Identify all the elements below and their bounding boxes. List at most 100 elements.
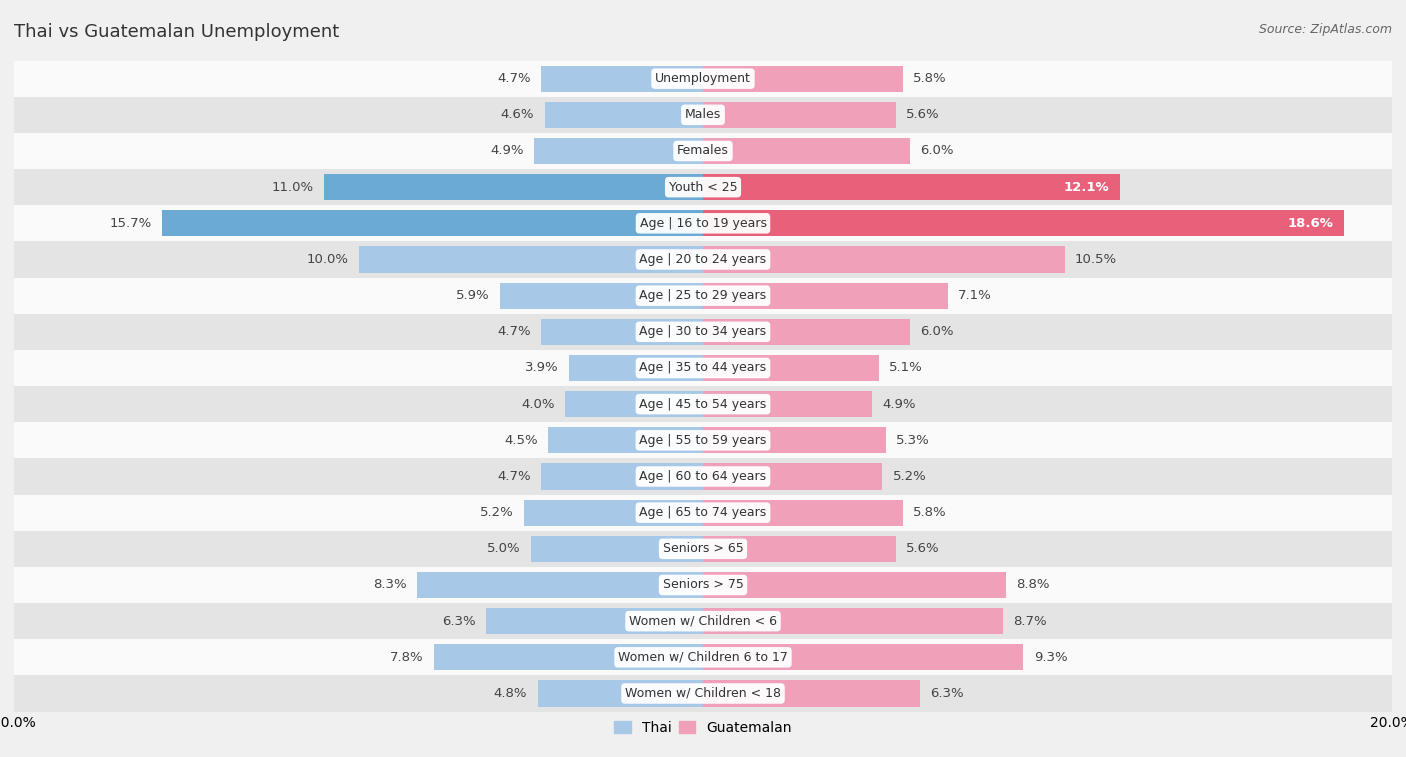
Bar bbox=[703, 500, 903, 525]
Bar bbox=[418, 572, 703, 598]
Bar bbox=[703, 427, 886, 453]
Bar bbox=[703, 247, 1064, 273]
Text: 4.9%: 4.9% bbox=[491, 145, 524, 157]
Bar bbox=[14, 313, 1392, 350]
Bar bbox=[14, 494, 1392, 531]
Bar bbox=[703, 66, 903, 92]
Text: Women w/ Children < 6: Women w/ Children < 6 bbox=[628, 615, 778, 628]
Bar bbox=[544, 101, 703, 128]
Text: Unemployment: Unemployment bbox=[655, 72, 751, 85]
Text: Age | 45 to 54 years: Age | 45 to 54 years bbox=[640, 397, 766, 410]
Text: 8.3%: 8.3% bbox=[373, 578, 406, 591]
Text: 7.8%: 7.8% bbox=[391, 651, 425, 664]
Bar bbox=[14, 459, 1392, 494]
Text: 6.0%: 6.0% bbox=[920, 326, 953, 338]
Text: 5.6%: 5.6% bbox=[907, 108, 939, 121]
Bar bbox=[14, 531, 1392, 567]
Bar bbox=[359, 247, 703, 273]
Bar bbox=[524, 500, 703, 525]
Bar bbox=[541, 463, 703, 490]
Bar bbox=[14, 205, 1392, 241]
Bar bbox=[703, 210, 1344, 236]
Text: 12.1%: 12.1% bbox=[1064, 181, 1109, 194]
Bar bbox=[323, 174, 703, 200]
Bar bbox=[14, 675, 1392, 712]
Text: Seniors > 75: Seniors > 75 bbox=[662, 578, 744, 591]
Text: 10.0%: 10.0% bbox=[307, 253, 349, 266]
Bar bbox=[486, 608, 703, 634]
Bar bbox=[14, 639, 1392, 675]
Text: Age | 16 to 19 years: Age | 16 to 19 years bbox=[640, 217, 766, 230]
Bar bbox=[568, 355, 703, 381]
Text: Seniors > 65: Seniors > 65 bbox=[662, 542, 744, 556]
Bar bbox=[14, 603, 1392, 639]
Bar bbox=[14, 567, 1392, 603]
Text: Age | 65 to 74 years: Age | 65 to 74 years bbox=[640, 506, 766, 519]
Text: Females: Females bbox=[678, 145, 728, 157]
Text: 4.9%: 4.9% bbox=[882, 397, 915, 410]
Bar bbox=[541, 319, 703, 345]
Text: 8.7%: 8.7% bbox=[1012, 615, 1046, 628]
Text: Males: Males bbox=[685, 108, 721, 121]
Text: 18.6%: 18.6% bbox=[1288, 217, 1333, 230]
Bar bbox=[14, 97, 1392, 133]
Bar bbox=[434, 644, 703, 671]
Bar bbox=[531, 536, 703, 562]
Text: 15.7%: 15.7% bbox=[110, 217, 152, 230]
Bar bbox=[703, 282, 948, 309]
Bar bbox=[703, 355, 879, 381]
Text: 5.0%: 5.0% bbox=[486, 542, 520, 556]
Text: Age | 25 to 29 years: Age | 25 to 29 years bbox=[640, 289, 766, 302]
Text: Thai vs Guatemalan Unemployment: Thai vs Guatemalan Unemployment bbox=[14, 23, 339, 41]
Bar bbox=[162, 210, 703, 236]
Text: Women w/ Children 6 to 17: Women w/ Children 6 to 17 bbox=[619, 651, 787, 664]
Text: 5.1%: 5.1% bbox=[889, 362, 922, 375]
Text: Youth < 25: Youth < 25 bbox=[669, 181, 737, 194]
Text: 4.0%: 4.0% bbox=[522, 397, 555, 410]
Bar bbox=[703, 572, 1007, 598]
Bar bbox=[541, 66, 703, 92]
Text: 4.7%: 4.7% bbox=[498, 326, 531, 338]
Text: 6.0%: 6.0% bbox=[920, 145, 953, 157]
Text: Source: ZipAtlas.com: Source: ZipAtlas.com bbox=[1258, 23, 1392, 36]
Bar bbox=[703, 174, 1119, 200]
Text: Age | 30 to 34 years: Age | 30 to 34 years bbox=[640, 326, 766, 338]
Text: 8.8%: 8.8% bbox=[1017, 578, 1050, 591]
Text: 6.3%: 6.3% bbox=[441, 615, 475, 628]
Bar bbox=[14, 133, 1392, 169]
Text: 5.3%: 5.3% bbox=[896, 434, 929, 447]
Text: Age | 35 to 44 years: Age | 35 to 44 years bbox=[640, 362, 766, 375]
Text: 4.5%: 4.5% bbox=[503, 434, 537, 447]
Bar bbox=[548, 427, 703, 453]
Bar bbox=[703, 319, 910, 345]
Text: 5.2%: 5.2% bbox=[479, 506, 513, 519]
Bar bbox=[14, 241, 1392, 278]
Text: 4.6%: 4.6% bbox=[501, 108, 534, 121]
Bar bbox=[565, 391, 703, 417]
Bar bbox=[14, 350, 1392, 386]
Bar bbox=[703, 391, 872, 417]
Legend: Thai, Guatemalan: Thai, Guatemalan bbox=[609, 715, 797, 740]
Text: Age | 20 to 24 years: Age | 20 to 24 years bbox=[640, 253, 766, 266]
Bar bbox=[14, 61, 1392, 97]
Text: Women w/ Children < 18: Women w/ Children < 18 bbox=[626, 687, 780, 700]
Text: 5.9%: 5.9% bbox=[456, 289, 489, 302]
Text: 5.2%: 5.2% bbox=[893, 470, 927, 483]
Bar bbox=[499, 282, 703, 309]
Bar bbox=[537, 681, 703, 706]
Bar bbox=[703, 644, 1024, 671]
Bar bbox=[14, 386, 1392, 422]
Text: 7.1%: 7.1% bbox=[957, 289, 991, 302]
Text: 4.8%: 4.8% bbox=[494, 687, 527, 700]
Text: 11.0%: 11.0% bbox=[271, 181, 314, 194]
Bar bbox=[703, 463, 882, 490]
Bar bbox=[703, 536, 896, 562]
Text: 3.9%: 3.9% bbox=[524, 362, 558, 375]
Bar bbox=[14, 422, 1392, 459]
Text: 4.7%: 4.7% bbox=[498, 470, 531, 483]
Text: 5.8%: 5.8% bbox=[912, 506, 946, 519]
Text: Age | 60 to 64 years: Age | 60 to 64 years bbox=[640, 470, 766, 483]
Bar bbox=[703, 681, 920, 706]
Text: 4.7%: 4.7% bbox=[498, 72, 531, 85]
Text: 10.5%: 10.5% bbox=[1076, 253, 1118, 266]
